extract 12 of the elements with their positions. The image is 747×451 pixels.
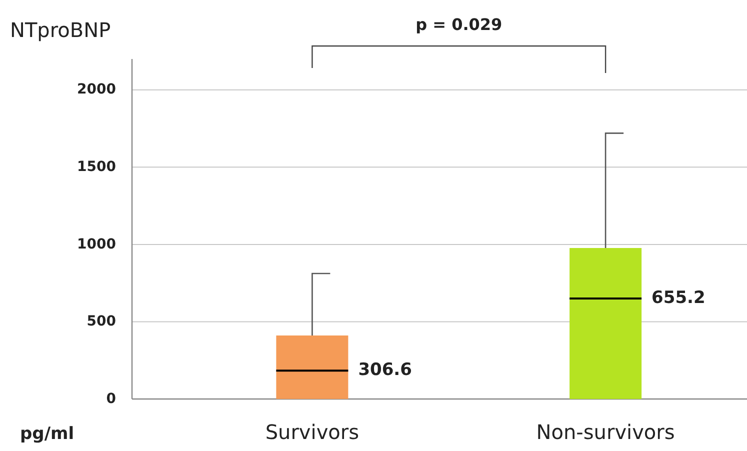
x-tick-label: Survivors [265,420,360,444]
text: pg/ml [20,424,74,444]
y-tick-label: 2000 [77,82,116,98]
y-tick-label: 500 [86,314,116,330]
y-tick-label: 1500 [77,159,116,176]
annotation: 306.6 [358,360,412,380]
y-tick-label: 1000 [77,236,116,252]
x-tick-label: Non-survivors [536,420,675,444]
y-axis-title: NTproBNP [10,18,111,42]
y-tick-label: 0 [106,390,116,407]
text: p = 0.029 [416,15,502,34]
annotation: 655.2 [652,288,706,308]
